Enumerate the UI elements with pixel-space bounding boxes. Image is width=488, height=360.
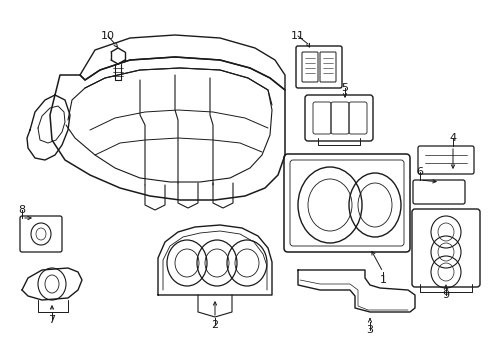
Text: 1: 1 <box>379 275 386 285</box>
Text: 10: 10 <box>101 31 115 41</box>
Text: 5: 5 <box>341 83 348 93</box>
Text: 4: 4 <box>448 133 456 143</box>
Text: 3: 3 <box>366 325 373 335</box>
Text: 2: 2 <box>211 320 218 330</box>
Text: 6: 6 <box>416 167 423 177</box>
Text: 9: 9 <box>442 290 448 300</box>
Text: 7: 7 <box>48 315 56 325</box>
Text: 11: 11 <box>290 31 305 41</box>
Text: 8: 8 <box>19 205 25 215</box>
